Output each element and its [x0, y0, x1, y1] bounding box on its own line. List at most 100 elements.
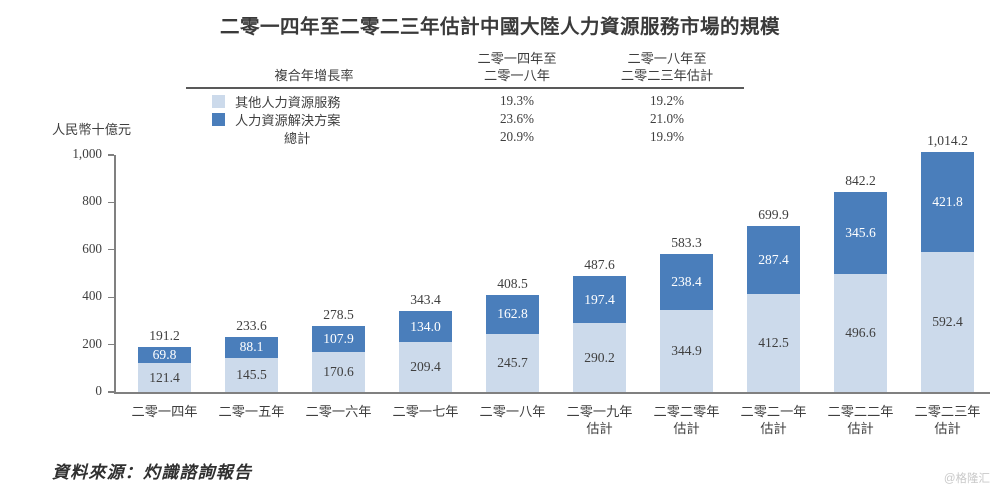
bar-segment-hr-solutions[interactable]: 107.9	[312, 326, 365, 352]
y-axis-tick-label-400: 400	[82, 288, 102, 304]
bar-segment-hr-solutions[interactable]: 69.8	[138, 346, 191, 364]
bar-column[interactable]: 162.8 245.7 408.5	[486, 276, 539, 392]
category-label-line2: 估計	[934, 421, 961, 436]
cagr-value-other-1: 19.3%	[499, 93, 535, 108]
bar-segment-other-hr-services[interactable]: 344.9	[660, 310, 713, 392]
bar-segment-other-hr-services[interactable]: 412.5	[747, 294, 800, 392]
bar-total-label: 842.2	[845, 173, 876, 189]
bar-column[interactable]: 421.8 592.4 1,014.2	[921, 133, 974, 392]
bar-total-label: 343.4	[410, 291, 441, 307]
bar-total-label: 191.2	[149, 327, 180, 343]
bar-segment-hr-solutions[interactable]: 162.8	[486, 295, 539, 334]
y-axis-tick-600	[108, 249, 114, 251]
x-axis-category-label: 二零二一年 估計	[728, 403, 820, 437]
y-axis-tick-1,000	[108, 154, 114, 156]
cagr-value-solutions-1: 23.6%	[499, 111, 535, 126]
cagr-value-total-1: 20.9%	[499, 129, 535, 144]
bar-segment-hr-solutions[interactable]: 238.4	[660, 253, 713, 311]
bar-total-label: 408.5	[497, 276, 528, 292]
legend-item-other-hr-services: 其他人力資源服務 19.3% 19.2%	[186, 92, 744, 110]
bar-column[interactable]: 238.4 344.9 583.3	[660, 235, 713, 392]
bar-total-label: 583.3	[671, 234, 702, 250]
bar-segment-other-hr-services[interactable]: 245.7	[486, 333, 539, 392]
bar-total-label: 278.5	[323, 307, 354, 322]
cagr-col-header-1-line2: 二零一八年	[484, 68, 550, 83]
cagr-table-divider	[186, 87, 744, 89]
cagr-value-other-2: 19.2%	[649, 93, 685, 108]
category-label-line1: 二零一七年	[392, 404, 459, 419]
legend-label-total: 總計	[284, 131, 311, 146]
legend-swatch-hr-solutions	[212, 113, 225, 126]
y-axis-tick-400	[108, 296, 114, 298]
bar-column[interactable]: 134.0 209.4 343.4	[399, 292, 452, 392]
bar-total-label: 487.6	[584, 257, 615, 273]
y-axis-tick-label-200: 200	[82, 335, 102, 351]
legend-label-hr-solutions: 人力資源解決方案	[235, 113, 341, 128]
x-axis-category-label: 二零二零年 估計	[641, 403, 733, 437]
cagr-table-header: 複合年增長率 二零一四年至 二零一八年 二零一八年至 二零二三年估計	[186, 50, 744, 84]
bar-column[interactable]: 345.6 496.6 842.2	[834, 173, 887, 392]
y-axis-tick-0	[108, 391, 114, 393]
x-axis-category-label: 二零二三年 估計	[902, 403, 994, 437]
bar-segment-other-hr-services[interactable]: 290.2	[573, 323, 626, 392]
category-label-line2: 估計	[760, 421, 787, 436]
cagr-col-header-2: 二零一八年至 二零二三年估計	[592, 50, 742, 84]
bar-segment-other-hr-services[interactable]: 209.4	[399, 342, 452, 392]
bar-column[interactable]: 88.1 145.5 233.6	[225, 318, 278, 392]
category-label-line1: 二零一八年	[479, 404, 546, 419]
bar-column[interactable]: 287.4 412.5 699.9	[747, 207, 800, 392]
y-axis-tick-label-800: 800	[82, 193, 102, 209]
chart-plot-area: 0 200 400 600 800 1,000 69.8 121.4 191.2 88.1 145…	[72, 133, 990, 398]
bar-segment-other-hr-services[interactable]: 170.6	[312, 351, 365, 392]
category-label-line2: 估計	[673, 421, 700, 436]
bar-segment-other-hr-services[interactable]: 145.5	[225, 357, 278, 392]
x-axis-line	[114, 392, 990, 394]
x-axis-category-label: 二零一九年 估計	[554, 403, 646, 437]
bar-segment-hr-solutions[interactable]: 287.4	[747, 226, 800, 295]
x-axis-category-label: 二零一四年	[119, 403, 211, 420]
x-axis-category-label: 二零二二年 估計	[815, 403, 907, 437]
source-note: 資料來源：灼識諮詢報告	[52, 463, 253, 482]
legend-swatch-total-placeholder	[212, 131, 225, 144]
bar-segment-other-hr-services[interactable]: 592.4	[921, 251, 974, 392]
bar-segment-other-hr-services[interactable]: 121.4	[138, 363, 191, 392]
category-label-line1: 二零二二年	[827, 404, 894, 419]
cagr-legend-table: 複合年增長率 二零一四年至 二零一八年 二零一八年至 二零二三年估計 其他人力資…	[186, 50, 744, 146]
y-axis-line	[114, 155, 116, 392]
cagr-row-header-label: 複合年增長率	[274, 68, 354, 83]
bar-column[interactable]: 107.9 170.6 278.5	[312, 307, 365, 392]
y-axis-tick-label-1,000: 1,000	[72, 146, 102, 161]
category-label-line1: 二零一九年	[566, 404, 633, 419]
bar-total-label: 1,014.2	[927, 132, 968, 148]
y-axis-tick-200	[108, 343, 114, 346]
category-label-line1: 二零二三年	[914, 404, 981, 419]
bar-segment-hr-solutions[interactable]: 134.0	[399, 310, 452, 343]
category-label-line1: 二零一五年	[218, 404, 285, 419]
bar-segment-hr-solutions[interactable]: 197.4	[573, 276, 626, 324]
bar-segment-hr-solutions[interactable]: 345.6	[834, 192, 887, 275]
cagr-col-header-2-line2: 二零二三年估計	[620, 68, 714, 83]
bar-column[interactable]: 197.4 290.2 487.6	[573, 257, 626, 392]
cagr-col-header-1: 二零一四年至 二零一八年	[442, 50, 592, 84]
x-axis-category-label: 二零一六年	[293, 403, 385, 420]
y-axis-tick-label-600: 600	[82, 240, 102, 256]
bar-segment-other-hr-services[interactable]: 496.6	[834, 274, 887, 392]
bar-total-label: 233.6	[236, 317, 267, 333]
legend-label-other-hr-services: 其他人力資源服務	[235, 95, 341, 110]
bar-segment-hr-solutions[interactable]: 88.1	[225, 336, 278, 358]
category-label-line1: 二零二零年	[653, 404, 720, 419]
category-label-line1: 二零二一年	[740, 404, 807, 419]
x-axis-category-label: 二零一五年	[206, 403, 298, 420]
bar-total-label: 699.9	[758, 207, 789, 223]
x-axis-category-label: 二零一八年	[467, 403, 559, 420]
cagr-value-total-2: 19.9%	[649, 129, 685, 144]
page-title: 二零一四年至二零二三年估計中國大陸人力資源服務市場的規模	[219, 17, 780, 38]
category-label-line2: 估計	[847, 421, 874, 436]
x-axis-category-label: 二零一七年	[380, 403, 472, 420]
legend-item-hr-solutions: 人力資源解決方案 23.6% 21.0%	[186, 110, 744, 128]
y-axis-unit-label: 人民幣十億元	[52, 122, 132, 137]
bar-segment-hr-solutions[interactable]: 421.8	[921, 151, 974, 252]
watermark: @格隆汇	[943, 473, 990, 485]
cagr-col-header-1-line1: 二零一四年至	[477, 51, 557, 66]
bar-column[interactable]: 69.8 121.4 191.2	[138, 328, 191, 392]
